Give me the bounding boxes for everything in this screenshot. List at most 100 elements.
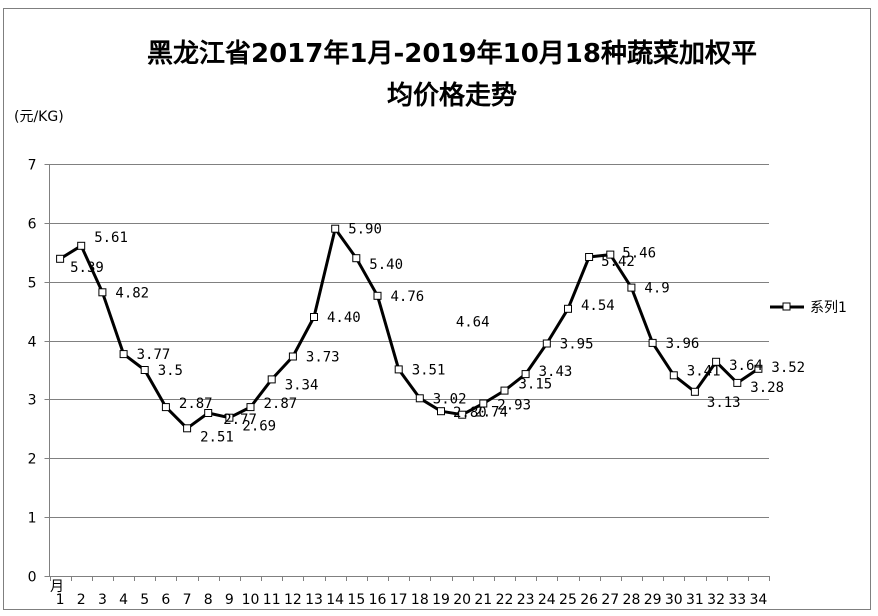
y-tick-label: 3 bbox=[28, 393, 37, 409]
data-label: 4.40 bbox=[327, 310, 361, 326]
data-label: 2.93 bbox=[497, 398, 531, 414]
y-tick-labels: 0 1 2 3 4 5 6 7 bbox=[28, 158, 37, 586]
legend-series-name: 系列1 bbox=[810, 300, 847, 316]
data-labels: 5.39 5.61 4.82 3.773.5 2.87 2.512.772.69 2.87 3… bbox=[70, 222, 805, 446]
data-label: 2.80 bbox=[453, 405, 487, 421]
x-tick-label: 21 bbox=[474, 592, 492, 608]
y-tick-label: 0 bbox=[28, 570, 37, 586]
x-tick-label: 27 bbox=[601, 592, 619, 608]
data-point-marker bbox=[690, 387, 699, 396]
data-point-marker bbox=[733, 378, 742, 387]
chart-frame bbox=[3, 8, 871, 610]
data-point-marker bbox=[458, 410, 467, 419]
data-point-marker bbox=[585, 253, 594, 261]
data-point-marker bbox=[648, 338, 657, 347]
data-label: 5.61 bbox=[94, 230, 128, 246]
data-label: 3.43 bbox=[539, 364, 573, 380]
x-tick-label: 11 bbox=[263, 592, 281, 608]
x-tick-label: 15 bbox=[347, 592, 365, 608]
x-tick-label: 31 bbox=[686, 592, 704, 608]
data-point-marker bbox=[415, 394, 424, 403]
data-point-marker bbox=[606, 250, 615, 259]
annotation-label: 4.64 bbox=[456, 315, 490, 331]
data-point-marker bbox=[225, 413, 234, 422]
x-tick-label: 16 bbox=[369, 592, 387, 608]
x-tick-label: 28 bbox=[623, 592, 641, 608]
data-point-marker bbox=[712, 357, 721, 366]
data-point-marker bbox=[669, 371, 678, 380]
x-tick-label: 2 bbox=[77, 592, 86, 608]
x-tick-label: 14 bbox=[326, 592, 344, 608]
data-point-marker bbox=[98, 288, 107, 297]
data-label: 3.73 bbox=[306, 350, 340, 366]
x-tick-label: 23 bbox=[517, 592, 535, 608]
x-tick-label: 5 bbox=[140, 592, 149, 608]
data-label: 5.46 bbox=[622, 246, 656, 262]
data-label: 2.74 bbox=[474, 405, 508, 421]
data-point-marker bbox=[77, 241, 86, 250]
data-label: 5.40 bbox=[369, 257, 403, 273]
data-label: 3.96 bbox=[666, 336, 700, 352]
data-label: 3.52 bbox=[771, 360, 805, 376]
x-tick-label: 34 bbox=[750, 592, 768, 608]
y-tick-label: 5 bbox=[28, 276, 37, 292]
data-point-marker bbox=[140, 366, 149, 374]
data-label: 4.76 bbox=[391, 289, 425, 305]
series-line-系列1 bbox=[59, 227, 760, 430]
x-tick-label: 25 bbox=[559, 592, 577, 608]
y-tick-label: 4 bbox=[28, 335, 37, 351]
data-label: 4.9 bbox=[644, 281, 669, 297]
x-tick-label: 17 bbox=[390, 592, 408, 608]
data-label: 3.5 bbox=[158, 363, 183, 379]
chart-title-line1: 黑龙江省2017年1月-2019年10月18种蔬菜加权平 bbox=[147, 38, 757, 69]
data-point-marker bbox=[267, 375, 276, 384]
x-tick-label: 18 bbox=[411, 592, 429, 608]
data-point-marker bbox=[204, 409, 213, 417]
y-axis-label: (元/KG) bbox=[14, 109, 64, 125]
data-point-marker bbox=[521, 370, 530, 379]
data-label: 4.82 bbox=[115, 285, 149, 301]
data-label: 3.34 bbox=[285, 377, 319, 393]
x-tick-label: 24 bbox=[538, 592, 556, 608]
data-point-marker bbox=[310, 313, 318, 321]
legend: 系列1 bbox=[770, 300, 847, 316]
data-label: 3.51 bbox=[412, 362, 446, 378]
x-tick-label: 6 bbox=[161, 592, 170, 608]
x-tick-label: 9 bbox=[225, 592, 234, 608]
x-tick-label: 3 bbox=[98, 592, 107, 608]
x-tick-label: 13 bbox=[305, 592, 323, 608]
data-label: 3.28 bbox=[750, 380, 784, 396]
data-point-marker bbox=[542, 339, 551, 348]
data-label: 5.42 bbox=[601, 254, 635, 270]
y-tick-label: 7 bbox=[28, 158, 37, 174]
series-markers bbox=[56, 224, 763, 433]
data-label: 5.39 bbox=[70, 260, 104, 276]
data-label: 3.13 bbox=[707, 395, 741, 411]
x-tick-label: 20 bbox=[453, 592, 471, 608]
data-point-marker bbox=[288, 352, 297, 361]
data-label: 2.77 bbox=[223, 412, 257, 428]
x-tick-labels: 1 2 3 4 5 6 7 8 9 10 11 12 13 14 15 16 17 18 19 20 21 22 23 24 2… bbox=[56, 592, 768, 608]
data-label: 3.41 bbox=[687, 363, 721, 379]
x-tick-label: 10 bbox=[242, 592, 260, 608]
x-tick-label: 22 bbox=[496, 592, 514, 608]
data-label: 3.02 bbox=[433, 391, 467, 407]
x-tick-label: 1 bbox=[56, 592, 65, 608]
x-tick-label: 30 bbox=[665, 592, 683, 608]
x-tick-label: 7 bbox=[183, 592, 192, 608]
data-point-marker bbox=[161, 403, 170, 412]
data-label: 5.90 bbox=[348, 222, 382, 238]
x-axis-unit-label: 月 bbox=[50, 579, 64, 595]
chart-title-line2: 均价格走势 bbox=[387, 80, 517, 111]
axes bbox=[44, 164, 770, 581]
data-point-marker bbox=[373, 291, 382, 300]
y-tick-label: 2 bbox=[28, 452, 37, 468]
data-label: 3.15 bbox=[519, 377, 553, 393]
data-label: 3.64 bbox=[729, 358, 763, 374]
series-line bbox=[59, 227, 760, 430]
x-tick-label: 4 bbox=[119, 592, 128, 608]
data-label: 3.77 bbox=[137, 347, 171, 363]
x-tick-label: 33 bbox=[728, 592, 746, 608]
data-point-marker bbox=[627, 283, 636, 292]
data-point-marker bbox=[246, 403, 255, 412]
